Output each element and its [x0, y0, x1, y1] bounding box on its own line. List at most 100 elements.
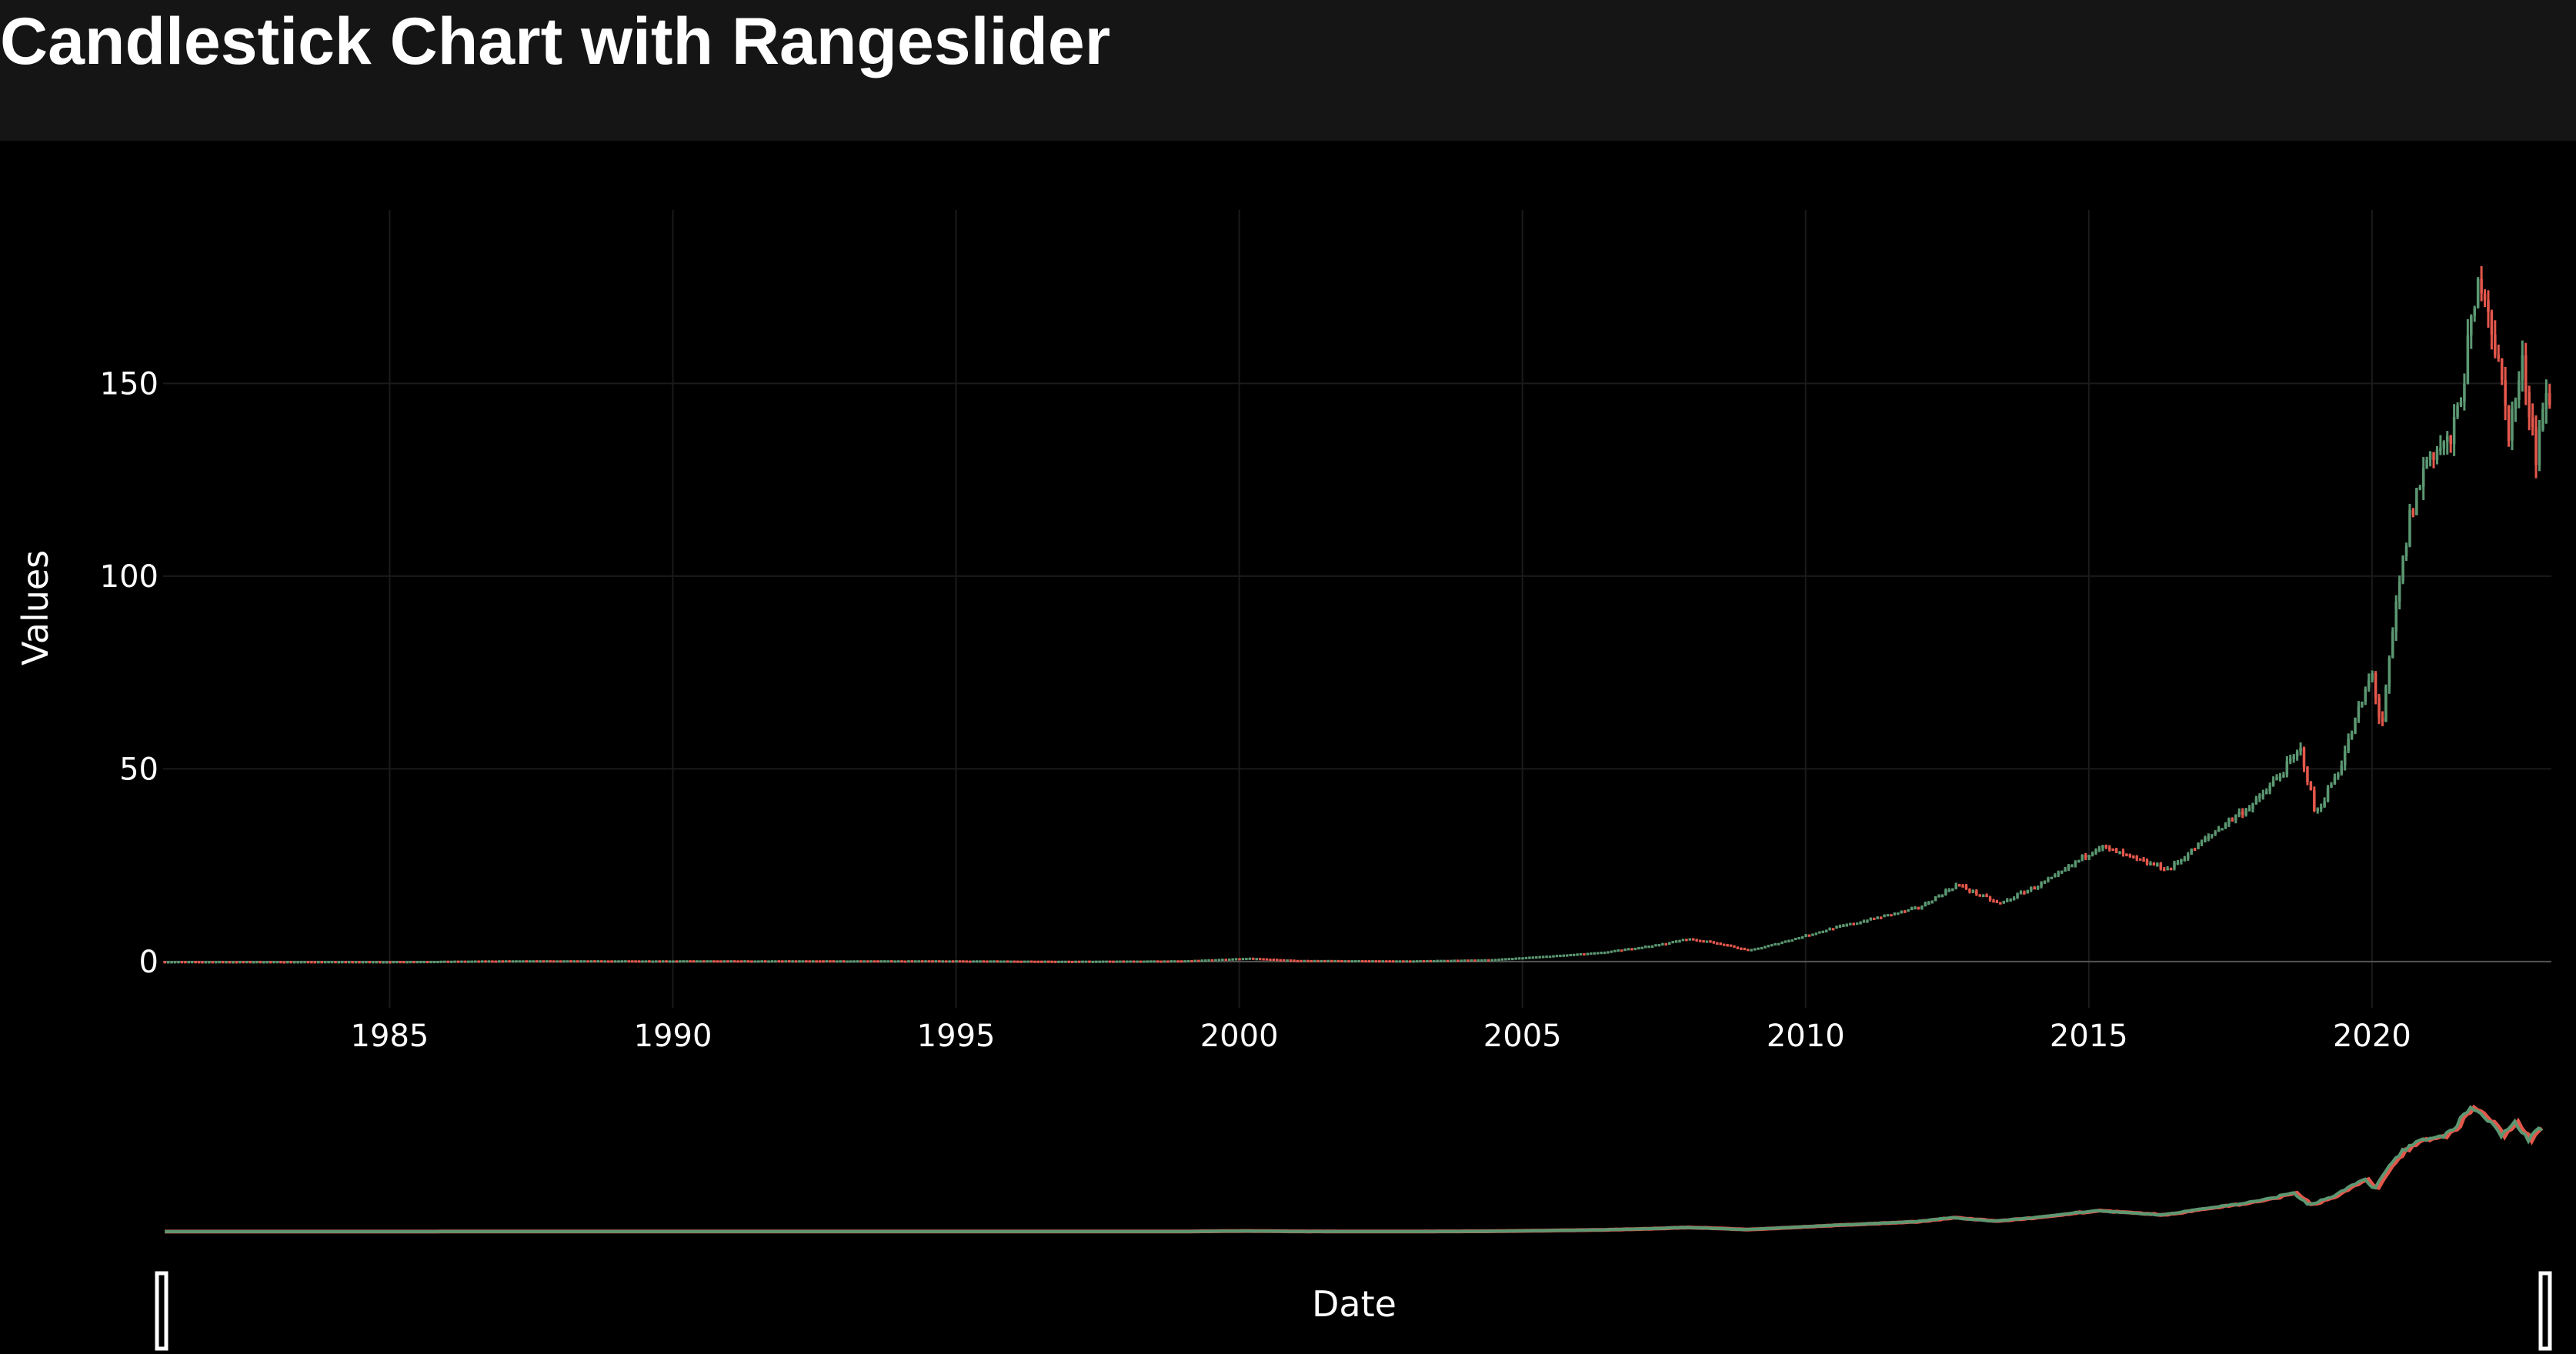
candle	[385, 961, 389, 964]
candle	[992, 960, 996, 963]
candle	[402, 961, 405, 964]
candle	[1483, 959, 1487, 962]
candle	[968, 960, 972, 963]
candle	[846, 960, 849, 963]
candle	[1343, 959, 1347, 963]
candle	[2292, 754, 2295, 763]
candle	[903, 960, 907, 963]
candle	[1422, 959, 1426, 963]
candle	[699, 960, 702, 963]
candle	[2528, 385, 2531, 431]
candle	[1381, 960, 1385, 963]
candle	[794, 960, 798, 963]
candle	[944, 960, 948, 963]
candle	[2285, 755, 2289, 778]
candle	[784, 960, 788, 963]
candle	[2428, 451, 2432, 467]
candle	[1453, 959, 1457, 962]
candle	[518, 960, 522, 963]
candle	[2080, 854, 2084, 862]
candle	[1221, 959, 1224, 962]
candle	[303, 961, 306, 964]
candle	[879, 960, 883, 963]
candle	[634, 960, 637, 963]
candle	[658, 960, 661, 963]
x-tick-label: 1990	[634, 1019, 712, 1054]
candle	[644, 960, 648, 963]
candle	[1340, 959, 1343, 963]
candle	[2432, 452, 2435, 469]
candle	[1528, 956, 1531, 959]
candlestick-chart: 1985 1990 1995 2000 2005 2010 2015 2020 0 50 100 15…	[15, 210, 2552, 1351]
candle	[1866, 919, 1869, 923]
candle	[2275, 774, 2278, 781]
candle	[668, 960, 672, 963]
candle	[722, 960, 726, 963]
candle	[2217, 825, 2221, 832]
candle	[2101, 845, 2104, 852]
candle	[1627, 948, 1630, 951]
candle	[275, 961, 279, 964]
candle	[1183, 960, 1186, 963]
tick-layer: 1985 1990 1995 2000 2005 2010 2015 2020 0 50 100 15…	[100, 366, 2411, 1054]
candle	[610, 960, 613, 963]
candle	[347, 961, 351, 964]
candle	[893, 960, 896, 963]
candle	[732, 960, 736, 963]
candle	[1930, 900, 1934, 904]
candle	[1780, 941, 1784, 945]
candle	[2009, 898, 2012, 902]
candle	[2097, 845, 2101, 852]
candle	[825, 960, 829, 963]
candle	[1859, 921, 1862, 925]
rangeslider-start-handle[interactable]	[155, 1271, 169, 1351]
candle	[1367, 960, 1371, 963]
candle	[849, 960, 853, 963]
x-tick-label: 2010	[1767, 1019, 1845, 1054]
candle	[539, 960, 542, 963]
candle	[1207, 959, 1210, 962]
candle	[1964, 883, 1968, 890]
candle	[1053, 960, 1057, 963]
candle	[2544, 379, 2548, 424]
candle	[525, 960, 529, 963]
candle	[2244, 807, 2247, 817]
candle	[712, 960, 716, 963]
candle	[1572, 953, 1576, 956]
candle	[1245, 958, 1248, 961]
candle	[498, 960, 501, 963]
candle	[832, 960, 836, 963]
candle	[805, 960, 808, 963]
candle	[180, 961, 184, 964]
candle	[576, 960, 579, 963]
candle	[709, 960, 712, 963]
candle	[2231, 817, 2234, 822]
rangeslider-end-handle[interactable]	[2538, 1271, 2552, 1351]
x-tick-label: 2000	[1200, 1019, 1279, 1054]
candle	[1306, 959, 1310, 962]
candle	[1800, 935, 1804, 939]
candle	[1610, 950, 1613, 953]
candle	[941, 960, 945, 963]
candle	[729, 960, 733, 963]
candle	[389, 961, 392, 964]
candle	[853, 960, 856, 963]
candle	[1313, 959, 1316, 962]
candle	[1504, 958, 1507, 961]
candle	[2111, 848, 2114, 852]
candle	[1729, 944, 1733, 947]
candle	[692, 960, 696, 963]
candle	[972, 960, 975, 963]
candle	[1890, 914, 1893, 917]
candle	[1439, 959, 1443, 962]
candle	[2418, 485, 2422, 491]
rangeslider[interactable]	[155, 1104, 2552, 1351]
candle	[1917, 906, 1920, 910]
candle	[1149, 960, 1153, 963]
candle	[938, 960, 941, 963]
candle	[1460, 959, 1463, 962]
candle	[1040, 960, 1043, 963]
candle	[719, 960, 722, 963]
candle	[1186, 959, 1190, 963]
candle	[1934, 895, 1937, 902]
